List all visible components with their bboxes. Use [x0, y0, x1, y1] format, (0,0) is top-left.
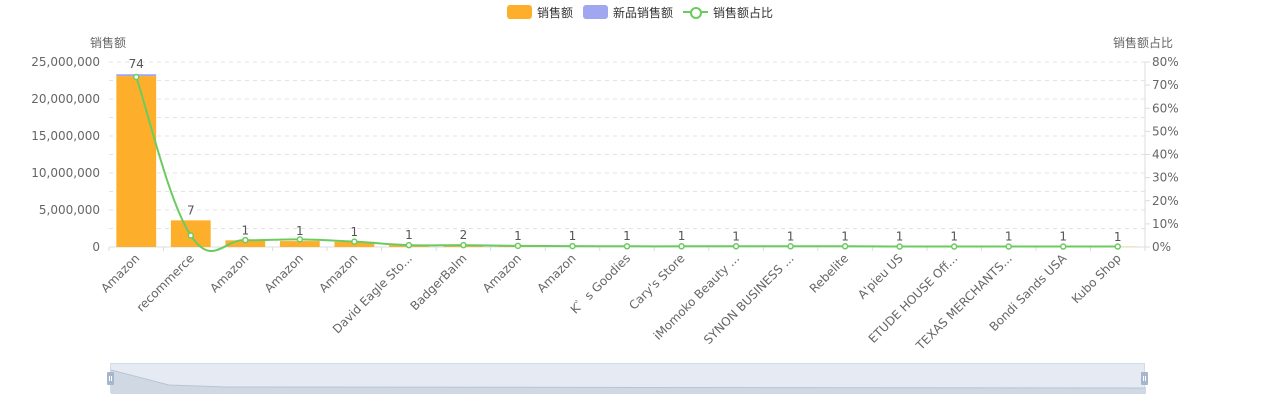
share-point — [950, 243, 958, 250]
y-right-tick-label: 60% — [1152, 101, 1179, 115]
legend-swatch-share — [683, 5, 709, 19]
x-category-label: recommerce — [134, 251, 197, 314]
bar-data-label: 7 — [187, 203, 195, 217]
zoom-handle-right[interactable] — [1141, 372, 1148, 385]
x-category-label: Cary's Store — [626, 251, 687, 312]
bar-data-label: 1 — [896, 229, 904, 243]
share-point — [296, 236, 304, 243]
bar-data-label: 2 — [460, 228, 468, 242]
share-point — [1005, 243, 1012, 250]
bar-data-label: 1 — [623, 229, 631, 243]
x-category-label: Amazon — [316, 251, 360, 295]
x-category-label: Amazon — [98, 251, 142, 295]
x-category-label: Amazon — [207, 251, 251, 295]
bar-data-label: 1 — [241, 223, 249, 237]
y-left-tick-label: 25,000,000 — [31, 55, 100, 69]
legend-item-new-sales[interactable]: 新品销售额 — [583, 4, 673, 21]
y-right-tick-label: 0% — [1152, 240, 1171, 254]
y-right-axis-title: 销售额占比 — [1113, 36, 1174, 50]
share-point — [1114, 243, 1121, 250]
bar-data-label: 1 — [950, 230, 958, 244]
chart-legend: 销售额 新品销售额 销售额占比 — [507, 4, 783, 20]
y-right-tick-label: 30% — [1152, 171, 1179, 185]
share-point — [732, 243, 740, 250]
y-right-tick-label: 10% — [1152, 217, 1179, 231]
bar-data-label: 1 — [1114, 230, 1122, 244]
share-point — [787, 243, 794, 250]
share-point — [405, 241, 413, 249]
bar-data-label: 1 — [296, 224, 304, 238]
share-line — [135, 76, 1118, 252]
bar-data-label: 1 — [1005, 230, 1013, 244]
bar-data-label: 1 — [569, 229, 577, 243]
y-right-tick-label: 40% — [1152, 148, 1179, 162]
legend-label-new-sales: 新品销售额 — [613, 5, 674, 20]
data-zoom-preview — [111, 369, 1146, 394]
x-category-label: SYNON BUSINESS ... — [701, 251, 797, 347]
x-category-label: Amazon — [262, 251, 306, 295]
x-category-label: A'pieu US — [855, 251, 906, 302]
x-category-label: Kubo Shop — [1069, 251, 1124, 306]
zoom-handle-left[interactable] — [107, 372, 114, 385]
share-point — [678, 243, 685, 250]
share-point — [351, 238, 358, 245]
y-left-tick-label: 20,000,000 — [31, 92, 100, 106]
y-left-tick-label: 10,000,000 — [31, 166, 100, 180]
bar-data-label: 1 — [678, 229, 686, 243]
share-point — [896, 243, 903, 250]
bar-data-label: 1 — [841, 229, 849, 243]
legend-swatch-sales — [507, 5, 532, 19]
share-point — [569, 242, 576, 250]
y-right-tick-label: 50% — [1152, 124, 1179, 138]
bar-data-label: 1 — [351, 225, 359, 239]
legend-item-share[interactable]: 销售额占比 — [683, 4, 773, 21]
y-left-tick-label: 5,000,000 — [39, 203, 100, 217]
bar-data-label: 1 — [732, 229, 740, 243]
share-point — [623, 243, 631, 250]
y-left-axis-title: 销售额 — [90, 36, 127, 50]
bar-sales — [116, 76, 157, 247]
data-zoom-slider[interactable] — [107, 363, 1148, 394]
share-point — [460, 241, 467, 249]
share-point — [242, 236, 249, 244]
bar-sales — [279, 241, 320, 247]
y-left-tick-label: 15,000,000 — [31, 129, 100, 143]
share-point — [133, 73, 140, 81]
x-category-label: TEXAS MERCHANTS... — [913, 251, 1015, 353]
legend-swatch-new-sales — [583, 5, 609, 19]
x-category-label: Rebelite — [807, 251, 852, 296]
x-category-label: BadgerBalm — [407, 251, 469, 313]
share-point — [187, 232, 195, 239]
bar-data-label: 1 — [787, 229, 795, 243]
x-category-label: Amazon — [480, 251, 524, 295]
y-right-tick-label: 80% — [1152, 55, 1179, 69]
legend-label-share: 销售额占比 — [713, 5, 774, 20]
share-point — [841, 243, 849, 250]
share-point — [1059, 243, 1067, 250]
share-point — [514, 242, 522, 250]
y-right-tick-label: 70% — [1152, 78, 1179, 92]
legend-label-sales: 销售额 — [537, 5, 574, 20]
bar-sales — [225, 240, 266, 247]
legend-item-sales[interactable]: 销售额 — [507, 4, 573, 21]
bar-data-label: 1 — [1059, 230, 1067, 244]
bar-data-label: 74 — [129, 57, 144, 71]
y-right-tick-label: 20% — [1152, 194, 1179, 208]
x-category-label: ETUDE HOUSE Off... — [866, 251, 961, 346]
bar-data-label: 1 — [514, 229, 522, 243]
y-left-tick-label: 0 — [92, 240, 100, 254]
x-category-label: Amazon — [534, 251, 578, 295]
bar-data-label: 1 — [405, 228, 413, 242]
